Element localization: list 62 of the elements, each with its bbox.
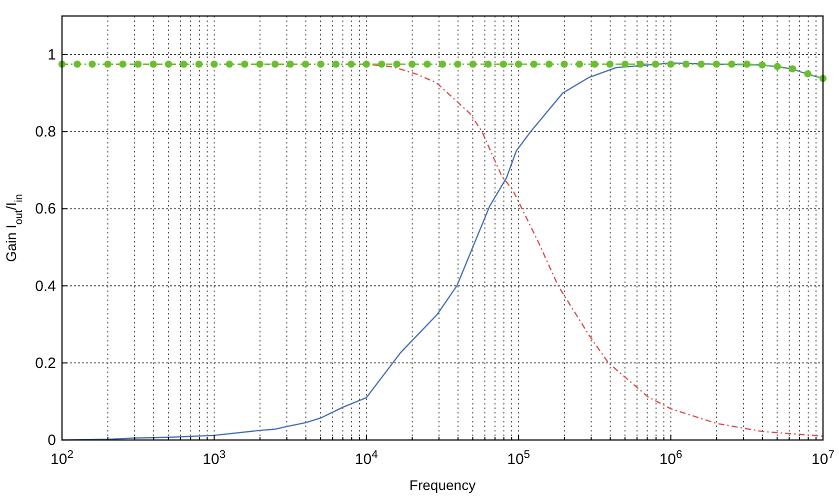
x-tick-label: 10$^{2}$ (50, 449, 74, 468)
point (515, 60, 522, 68)
point (712, 60, 720, 68)
point (469, 60, 477, 68)
y-tick-label: 0.8 (35, 124, 56, 141)
point (393, 60, 400, 68)
x-tick-label: 10$^{7}$ (812, 449, 834, 468)
point (378, 60, 386, 68)
point (150, 60, 157, 68)
point (119, 60, 126, 68)
point (560, 60, 568, 68)
point (180, 60, 188, 68)
y-tick-label: 0 (48, 432, 56, 449)
point (576, 60, 584, 68)
point (104, 60, 112, 68)
point (226, 60, 234, 68)
point (788, 65, 796, 72)
point (606, 60, 614, 68)
point (698, 60, 705, 68)
point (256, 60, 264, 68)
point (241, 60, 248, 68)
point (317, 60, 324, 68)
point (362, 60, 370, 68)
point (348, 60, 355, 68)
y-tick-label: 0.6 (35, 200, 56, 218)
point (500, 60, 507, 68)
x-tick-label: 10$^{5}$ (507, 449, 530, 468)
point (530, 60, 538, 68)
x-tick-label: 10$^{6}$ (659, 449, 682, 468)
point (636, 60, 644, 68)
point (728, 60, 736, 68)
point (286, 60, 294, 68)
point (682, 60, 690, 68)
x-tick-label: 10$^{3}$ (202, 449, 226, 468)
point (545, 60, 553, 68)
point (667, 60, 674, 68)
point (438, 60, 446, 68)
point (652, 60, 660, 68)
y-tick-label: 0.2 (35, 354, 56, 372)
point (74, 60, 81, 68)
y-tick-label: 0.4 (35, 278, 56, 295)
point (484, 60, 492, 68)
x-axis-title: Frequency (409, 477, 476, 493)
point (758, 61, 766, 69)
point (804, 70, 812, 78)
x-tick-label: 10$^{4}$ (354, 449, 378, 468)
point (164, 60, 172, 68)
point (210, 60, 218, 68)
point (302, 60, 310, 68)
point (591, 60, 598, 68)
point (134, 60, 142, 68)
point (408, 60, 416, 68)
point (271, 60, 279, 68)
point (424, 60, 431, 68)
point (622, 60, 629, 68)
point (743, 60, 750, 68)
point (454, 60, 462, 68)
point (88, 60, 96, 68)
point (332, 60, 340, 68)
y-tick-label: 1 (48, 46, 56, 64)
point (774, 62, 781, 70)
point (195, 60, 203, 68)
